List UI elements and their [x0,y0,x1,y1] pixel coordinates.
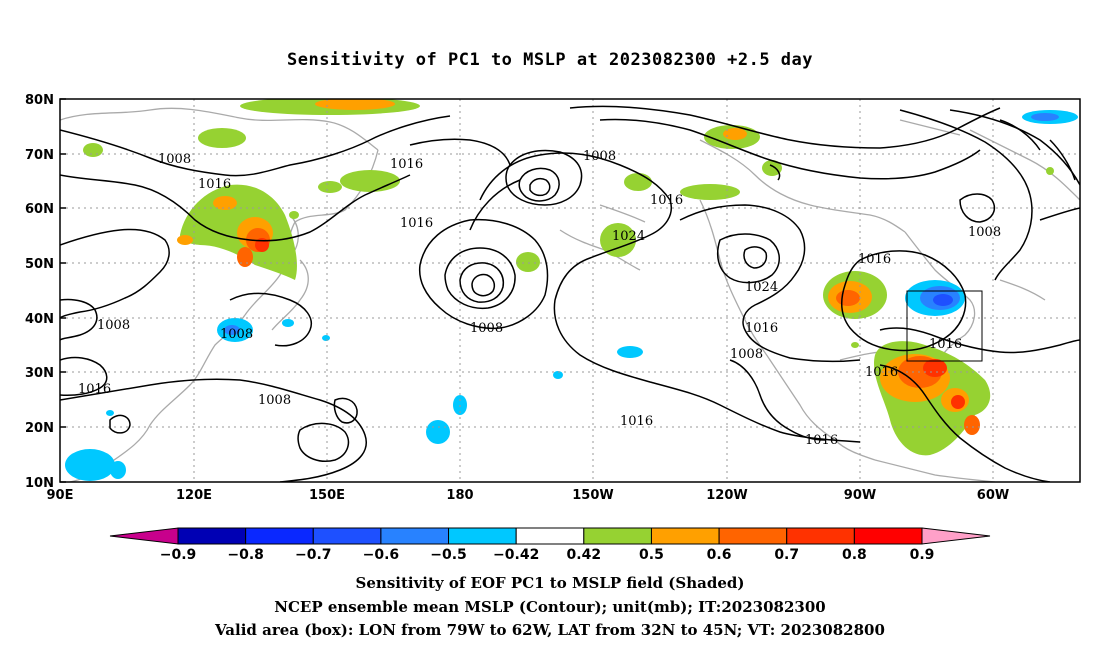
colorbar: −0.9 −0.8 −0.7 −0.6 −0.5 −0.42 0.42 0.5 0.6 0.7 0.… [109,527,991,563]
lat-axis [60,98,66,483]
contour-label: 1016 [650,193,683,208]
colorbar-label: −0.9 [160,547,197,563]
plot-frame [59,98,1081,483]
contour-label: 1008 [470,321,503,336]
colorbar-segment [380,527,450,545]
colorbar-label: 0.42 [567,547,602,563]
lat-labels: 80N 70N 60N 50N 40N 30N 20N 10N [25,93,54,491]
colorbar-label: 0.8 [842,547,867,563]
caption-line-1: Sensitivity of EOF PC1 to MSLP field (Sh… [355,574,745,592]
colorbar-segment [312,527,382,545]
colorbar-segment [515,527,585,545]
contour-label: 1008 [97,318,130,333]
lon-label: 120W [706,488,747,503]
lat-label: 40N [25,312,54,327]
lat-label: 30N [25,366,54,381]
contour-label: 1016 [929,337,962,352]
lat-label: 20N [25,421,54,436]
lat-label: 60N [25,202,54,217]
contour-label: 1008 [730,347,763,362]
lat-label: 70N [25,148,54,163]
colorbar-label: 0.9 [910,547,935,563]
colorbar-label: −0.7 [295,547,332,563]
contour-label: 1008 [158,152,191,167]
contour-label: 1016 [805,433,838,448]
colorbar-segment [177,527,247,545]
colorbar-label: −0.5 [430,547,467,563]
colorbar-segment [921,527,991,545]
contour-label: 1016 [620,414,653,429]
contour-labels: 1008 1016 1016 1008 1016 1016 1024 1016 … [78,149,1001,448]
lat-label: 10N [25,476,54,491]
colorbar-label: 0.5 [639,547,664,563]
contour-label: 1024 [612,229,645,244]
colorbar-segment [853,527,923,545]
colorbar-label: −0.42 [493,547,539,563]
colorbar-segment [245,527,314,545]
colorbar-label: −0.8 [227,547,264,563]
caption-line-2: NCEP ensemble mean MSLP (Contour); unit(… [274,598,826,616]
valid-area-box [906,290,983,362]
contour-label: 1008 [583,149,616,164]
lat-label: 80N [25,93,54,108]
colorbar-segment [109,527,179,545]
contour-label: 1024 [745,280,778,295]
lon-label: 90E [47,488,74,503]
lon-label: 60W [977,488,1009,503]
contour-label: 1008 [968,225,1001,240]
colorbar-segment [650,527,720,545]
colorbar-segment [718,527,788,545]
contour-label: 1008 [220,327,253,342]
colorbar-label: 0.6 [707,547,732,563]
lon-label: 180 [446,488,473,503]
lon-labels: 90E 120E 150E 180 150W 120W 90W 60W [47,488,1010,503]
caption-line-3: Valid area (box): LON from 79W to 62W, L… [215,621,885,639]
contour-label: 1016 [390,157,423,172]
colorbar-label: −0.6 [363,547,400,563]
contour-label: 1016 [400,216,433,231]
colorbar-segment [448,527,517,545]
mslp-contours [60,105,1080,482]
contour-label: 1016 [78,382,111,397]
contour-label: 1016 [865,365,898,380]
lat-label: 50N [25,257,54,272]
contour-label: 1008 [258,393,291,408]
contour-label: 1016 [858,252,891,267]
map-title: Sensitivity of PC1 to MSLP at 2023082300… [286,50,813,70]
contour-label: 1016 [745,321,778,336]
colorbar-segment [786,527,855,545]
lon-label: 120E [176,488,212,503]
lon-label: 150E [309,488,345,503]
lon-label: 150W [572,488,613,503]
colorbar-label: 0.7 [774,547,799,563]
colorbar-segment [583,527,652,545]
lon-label: 90W [844,488,876,503]
contour-label: 1016 [198,177,231,192]
